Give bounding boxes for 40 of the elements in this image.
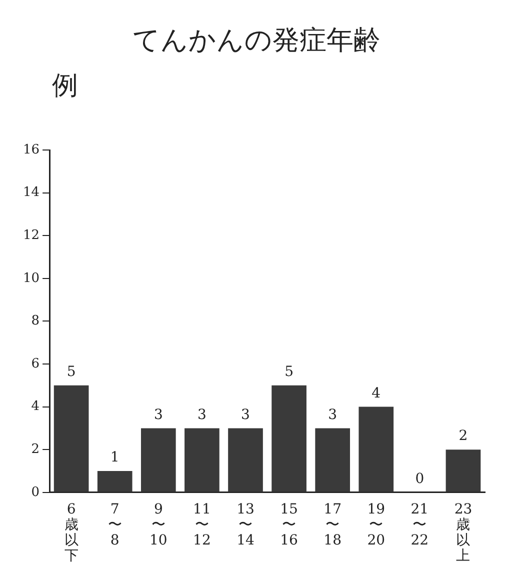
bar	[446, 450, 481, 492]
data-label: 3	[328, 406, 338, 423]
y-tick-label: 8	[31, 314, 40, 329]
x-tick-label: 23歳以上	[454, 502, 472, 564]
data-label: 5	[66, 364, 76, 380]
y-tick-label: 6	[31, 356, 40, 372]
data-label: 4	[372, 385, 381, 402]
data-label: 5	[284, 364, 294, 380]
y-tick-label: 10	[22, 270, 40, 286]
x-tick-label: 21〜22	[410, 502, 429, 549]
bar	[358, 406, 394, 492]
x-tick-label: 19〜20	[367, 502, 386, 549]
bar	[97, 471, 132, 492]
bar	[54, 385, 89, 492]
y-tick-label: 16	[22, 142, 40, 158]
bar	[140, 428, 176, 492]
x-tick-label: 6歳以下	[64, 502, 78, 564]
x-tick-label: 17〜18	[324, 502, 342, 549]
bar	[272, 385, 306, 492]
bar	[228, 428, 263, 492]
x-tick-label: 15〜16	[280, 502, 298, 549]
x-tick-label: 9〜10	[149, 502, 168, 549]
bar	[315, 428, 350, 492]
y-tick-label: 2	[31, 442, 40, 457]
y-tick-label: 0	[31, 484, 40, 500]
y-tick-label: 14	[22, 185, 40, 200]
x-tick-label: 13〜14	[236, 502, 254, 549]
bar	[184, 428, 220, 492]
x-tick-label: 11〜12	[193, 502, 211, 549]
chart-title: てんかんの発症年齢	[132, 24, 382, 58]
data-label: 1	[110, 450, 120, 466]
y-axis-title: 例	[52, 70, 78, 103]
data-label: 0	[415, 471, 424, 488]
y-tick-label: 12	[22, 228, 40, 243]
y-tick-label: 4	[31, 399, 40, 414]
data-label: 2	[458, 428, 468, 444]
data-label: 3	[154, 406, 163, 423]
data-label: 3	[241, 406, 250, 423]
x-tick-label: 7〜8	[108, 502, 122, 549]
data-label: 3	[197, 406, 206, 423]
